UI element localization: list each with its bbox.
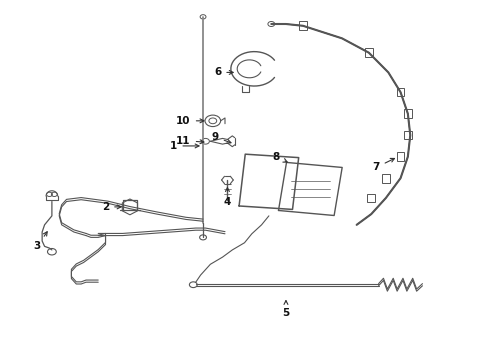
FancyBboxPatch shape [366, 194, 374, 202]
Text: 8: 8 [272, 152, 286, 162]
Text: 10: 10 [176, 116, 203, 126]
Text: 6: 6 [214, 67, 233, 77]
FancyBboxPatch shape [403, 109, 411, 118]
Text: 11: 11 [176, 136, 203, 145]
FancyBboxPatch shape [396, 152, 404, 161]
Text: 3: 3 [34, 232, 47, 251]
Text: 4: 4 [224, 188, 231, 207]
Text: 1: 1 [170, 141, 199, 151]
FancyBboxPatch shape [396, 88, 404, 96]
FancyBboxPatch shape [381, 174, 389, 183]
FancyBboxPatch shape [299, 22, 306, 30]
Text: 9: 9 [211, 132, 230, 143]
Text: 7: 7 [372, 158, 394, 172]
Text: 2: 2 [102, 202, 121, 212]
Text: 5: 5 [282, 301, 289, 318]
FancyBboxPatch shape [364, 48, 372, 57]
FancyBboxPatch shape [403, 131, 411, 139]
